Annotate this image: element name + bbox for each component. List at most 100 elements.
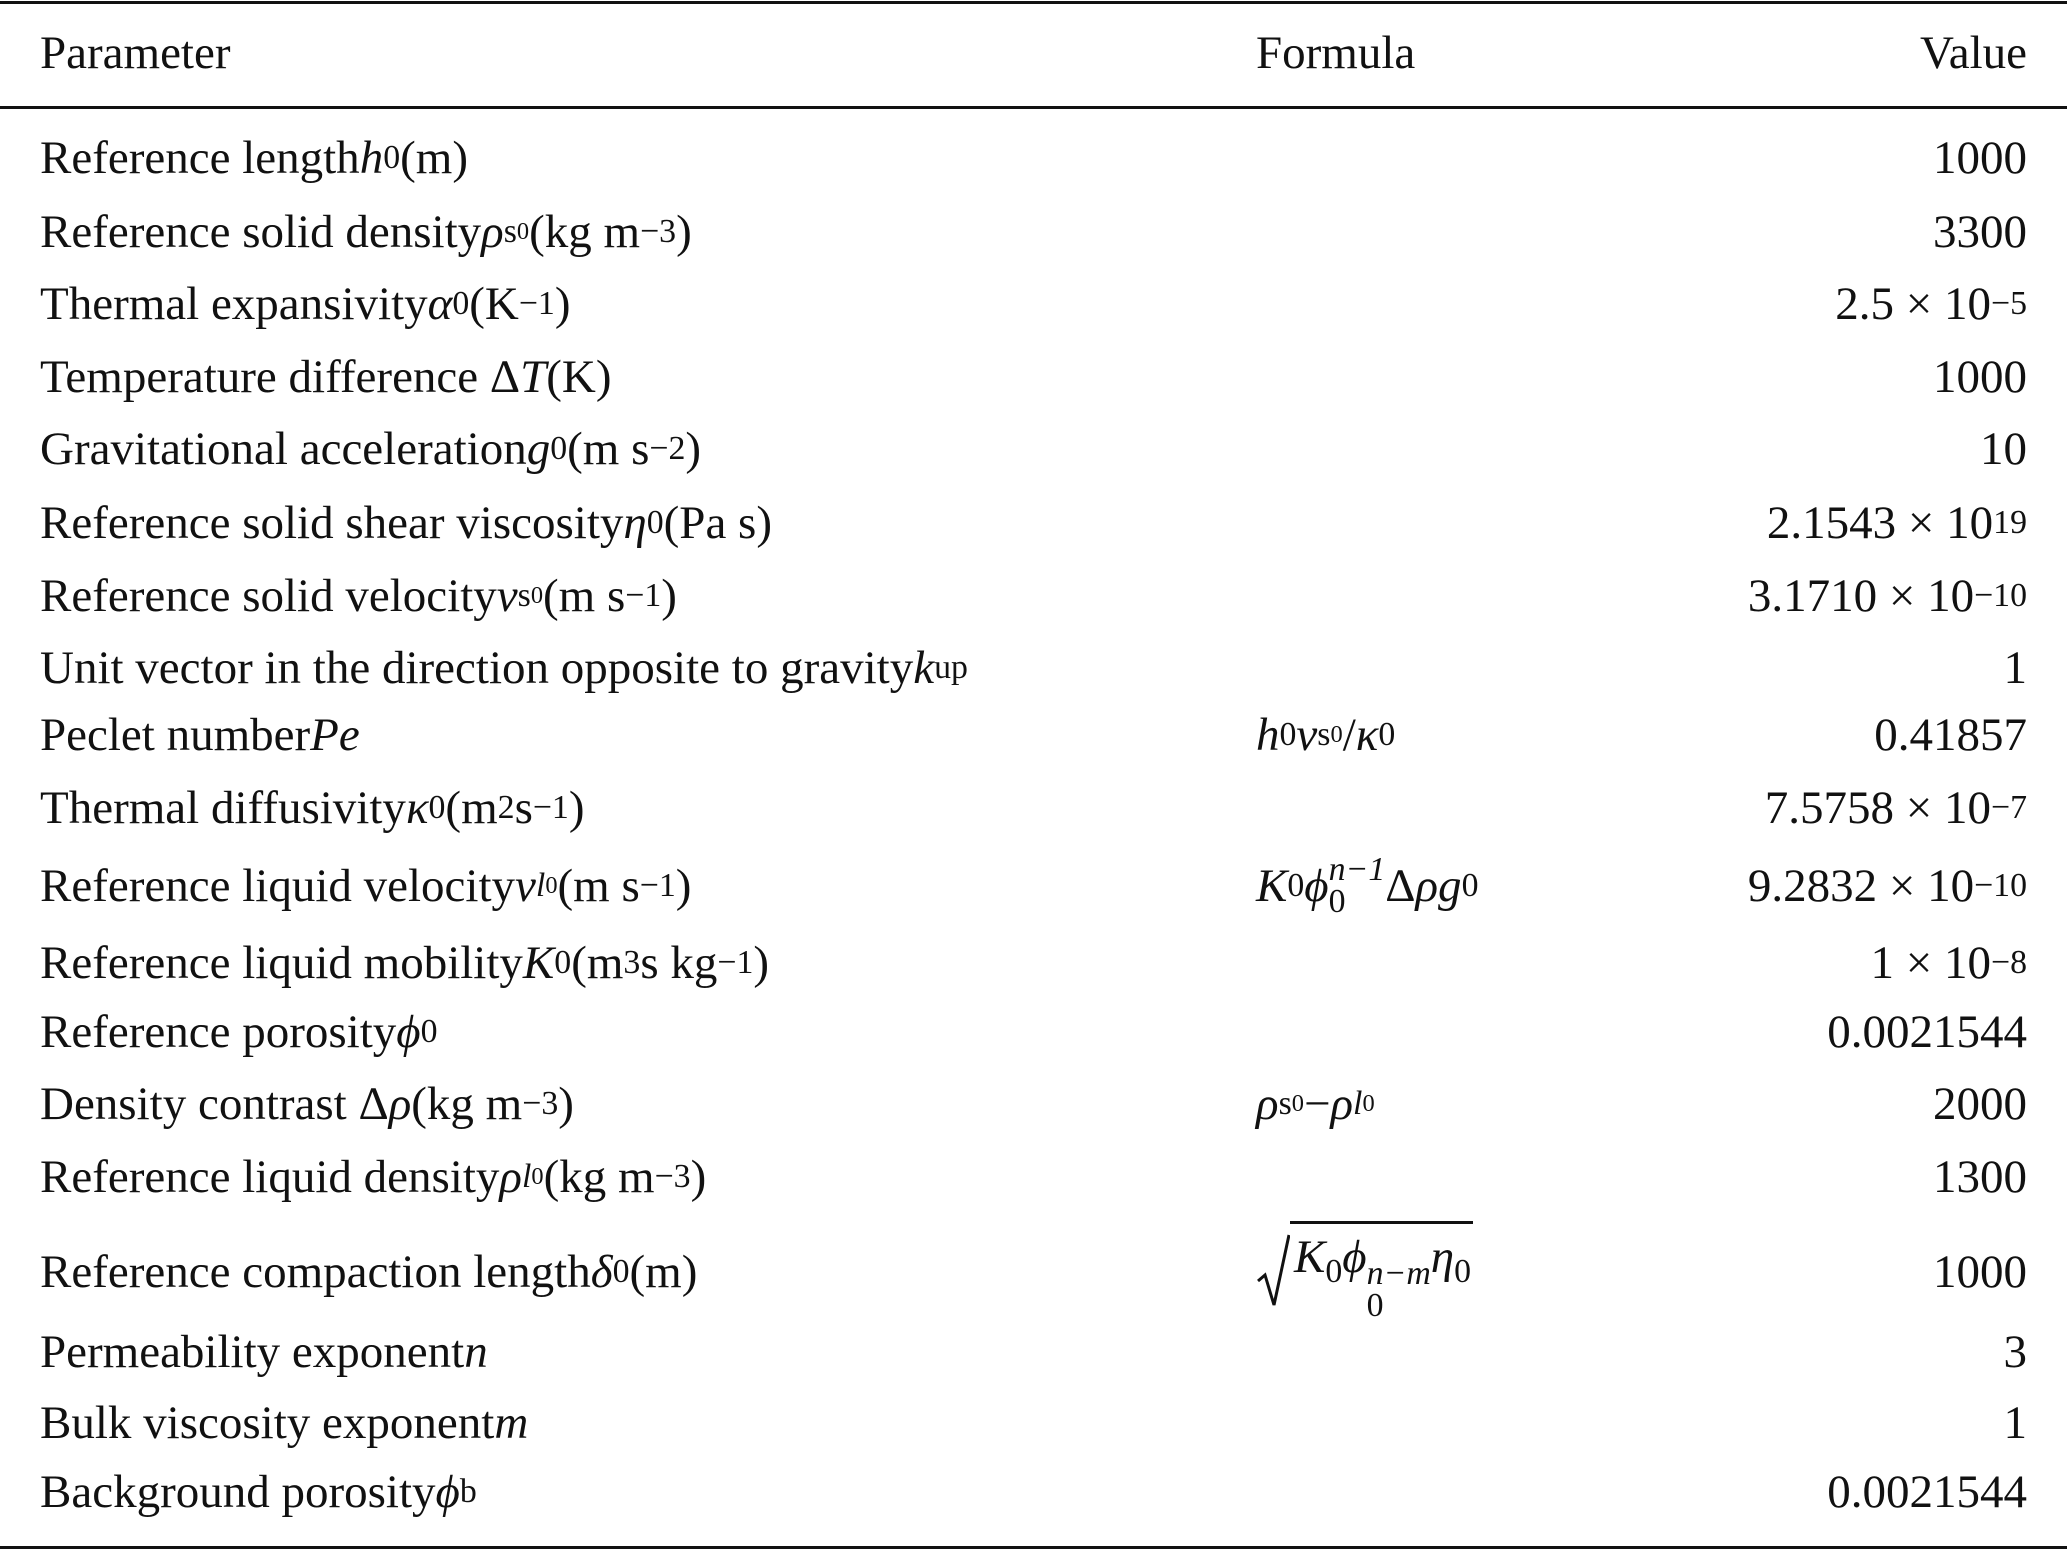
- text: Reference porosity: [40, 1006, 397, 1058]
- subscript: 0: [383, 139, 401, 176]
- text: 3.1710 × 10: [1747, 570, 1975, 622]
- subscript: 0: [531, 1163, 544, 1190]
- italic: v: [515, 860, 536, 912]
- text: Reference solid velocity: [40, 570, 497, 622]
- formula-cell: h 0 v s 0/κ 0: [1256, 699, 1395, 771]
- text: Thermal expansivity: [40, 278, 428, 330]
- subscript: s: [1278, 1085, 1292, 1122]
- value-cell: 0.0021544: [1827, 1456, 2027, 1528]
- table-row: Reference porosity ϕ 0 0.0021544: [0, 996, 2067, 1068]
- superscript: −1: [625, 577, 662, 614]
- text: /: [1342, 709, 1356, 761]
- superscript: 19: [1993, 504, 2027, 541]
- value-cell: 1000: [1933, 122, 2027, 194]
- table-row: Bulk viscosity exponent m 1: [0, 1387, 2067, 1459]
- text: 9.2832 × 10: [1747, 860, 1975, 912]
- radical-sign: [1257, 1234, 1290, 1306]
- text: 2000: [1933, 1078, 2027, 1130]
- superscript: −8: [1991, 944, 2027, 981]
- text: −: [1303, 1078, 1331, 1130]
- text: Reference compaction length: [40, 1246, 591, 1298]
- subscript: s: [517, 577, 531, 614]
- italic: ρ: [1256, 1078, 1279, 1130]
- superscript: −5: [1991, 285, 2027, 322]
- value-cell: 10: [1980, 413, 2027, 485]
- superscript: −3: [640, 213, 677, 250]
- subscript: 0: [1287, 867, 1305, 904]
- superscript: −1: [532, 789, 569, 826]
- sub-sup: n−m 0: [1367, 1257, 1431, 1323]
- italic: K: [1294, 1231, 1326, 1284]
- value-cell: 3: [2004, 1316, 2028, 1388]
- subscript: s: [503, 213, 517, 250]
- italic: ϕ: [1342, 1231, 1367, 1284]
- value-cell: 1: [2004, 1387, 2028, 1459]
- table-row: Peclet number Pe h 0 v s 0/κ 0 0.41857: [0, 699, 2067, 771]
- italic: κ: [1355, 709, 1379, 761]
- table-row: Unit vector in the direction opposite to…: [0, 632, 2067, 704]
- subscript: 0: [452, 285, 470, 322]
- value-cell: 1300: [1933, 1141, 2027, 1213]
- parameter-cell: Bulk viscosity exponent m: [40, 1387, 528, 1459]
- header-cell: Formula: [1256, 27, 1416, 79]
- parameter-cell: Unit vector in the direction opposite to…: [40, 632, 968, 704]
- value-cell: 2000: [1933, 1068, 2027, 1140]
- italic: η: [623, 497, 647, 549]
- header-cell: Parameter: [40, 27, 231, 79]
- text: ): [676, 206, 692, 258]
- subscript: 0: [550, 430, 568, 467]
- text: 0.0021544: [1827, 1466, 2027, 1518]
- value-cell: 1 × 10 −8: [1870, 927, 2027, 999]
- text: (kg m: [411, 1078, 523, 1130]
- text: Background porosity: [40, 1466, 436, 1518]
- formula-cell: K0ϕ n−m 0 η0: [1256, 1221, 1474, 1323]
- subscript: 0: [1362, 1090, 1375, 1117]
- text: 1000: [1933, 132, 2027, 184]
- subscript: 0: [1328, 883, 1346, 920]
- italic: δ: [590, 1246, 613, 1298]
- value-cell: 1000: [1933, 341, 2027, 413]
- text: (m: [571, 937, 624, 989]
- italic: ρ: [1330, 1078, 1354, 1130]
- text: Δ: [1385, 860, 1416, 912]
- subscript: 0: [1330, 721, 1343, 748]
- subscript: 0: [1454, 1253, 1472, 1291]
- text: 1000: [1933, 1246, 2027, 1298]
- text: Reference solid shear viscosity: [40, 497, 624, 549]
- text: ): [675, 860, 692, 912]
- text: (kg m: [543, 1151, 655, 1203]
- subscript: up: [934, 649, 968, 686]
- text: 3: [2003, 1326, 2028, 1378]
- text: Thermal diffusivity: [40, 782, 406, 834]
- subscript: 0: [646, 504, 664, 541]
- text: Gravitational acceleration: [40, 423, 527, 475]
- italic: ϕ: [1304, 860, 1329, 912]
- value-cell: 3300: [1933, 196, 2027, 268]
- italic: h: [1256, 709, 1280, 761]
- text: 0.0021544: [1827, 1006, 2027, 1058]
- subscript: 0: [554, 944, 572, 981]
- text: Density contrast Δ: [40, 1078, 389, 1130]
- subscript: l: [1353, 1085, 1363, 1122]
